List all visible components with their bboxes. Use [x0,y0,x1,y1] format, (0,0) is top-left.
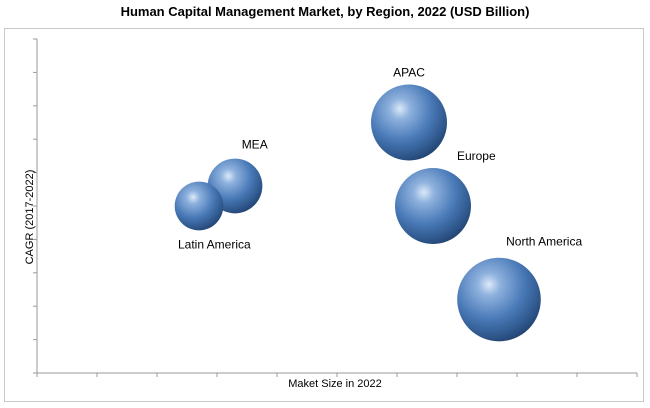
bubble-label: North America [506,235,582,249]
chart-title: Human Capital Management Market, by Regi… [120,4,530,19]
chart-frame: APAC Europe MEA Latin America North America … [4,28,644,402]
axis-ticks [33,38,638,377]
bubble-labels: APAC Europe MEA Latin America North America [178,66,583,252]
bubble-label: Latin America [178,237,251,251]
y-axis-label: CAGR (2017-2022) [24,170,36,265]
bubble-north-america [457,257,541,342]
bubble-label: APAC [393,66,425,80]
bubble-apac [371,84,447,161]
bubbles [174,84,541,342]
bubble-latin-america [174,181,224,231]
x-axis-label: Maket Size in 2022 [288,378,382,390]
bubble-europe [395,168,471,244]
bubble-label: MEA [242,138,268,152]
bubble-label: Europe [457,149,496,163]
